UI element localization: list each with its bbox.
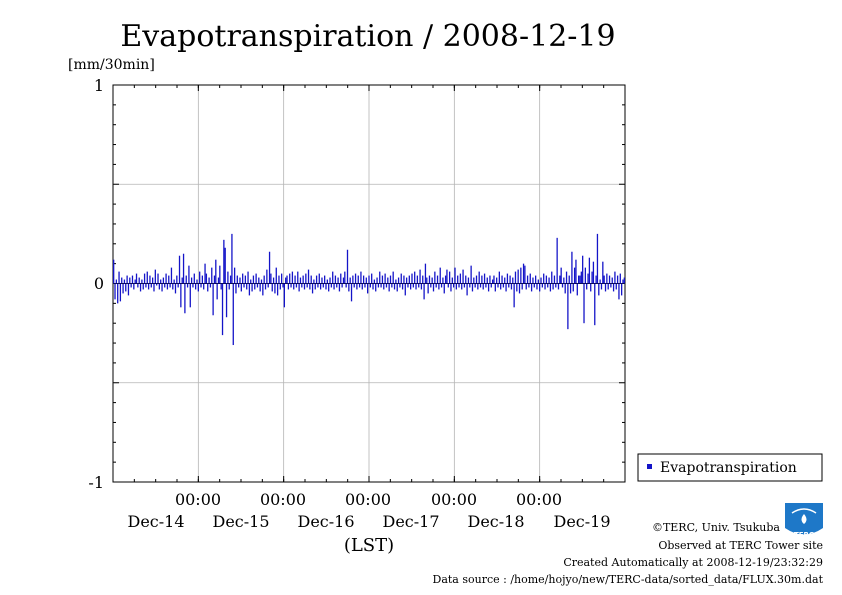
y-tick-label: 1 xyxy=(94,76,104,95)
logo-drop-icon xyxy=(801,514,807,524)
bar-series xyxy=(113,233,625,346)
chart-title: Evapotranspiration / 2008-12-19 xyxy=(120,19,615,54)
legend-swatch xyxy=(647,464,652,469)
x-date-label: Dec-16 xyxy=(297,512,354,531)
x-tick-time: 00:00 xyxy=(516,490,562,509)
y-tick-label: -1 xyxy=(88,473,104,492)
y-axis-unit: [mm/30min] xyxy=(68,57,155,73)
grid xyxy=(113,85,625,482)
credit-created: Created Automatically at 2008-12-19/23:3… xyxy=(563,556,823,569)
logo-wave-icon xyxy=(791,508,817,514)
legend-box xyxy=(637,453,823,482)
logo-text: TERC xyxy=(794,531,814,539)
credit-copyright: ©TERC, Univ. Tsukuba xyxy=(652,521,780,534)
x-date-label: Dec-17 xyxy=(382,512,439,531)
x-tick-time: 00:00 xyxy=(260,490,306,509)
terc-logo: TERC xyxy=(785,503,823,539)
x-date-label: Dec-15 xyxy=(212,512,269,531)
x-date-label: Dec-14 xyxy=(127,512,184,531)
x-tick-time: 00:00 xyxy=(345,490,391,509)
credit-source: Data source : /home/hojyo/new/TERC-data/… xyxy=(433,573,824,586)
x-date-label: Dec-18 xyxy=(467,512,524,531)
y-tick-label: 0 xyxy=(94,274,104,293)
x-tick-time: 00:00 xyxy=(431,490,477,509)
legend-entry: Evapotranspiration xyxy=(660,460,797,476)
credit-observed: Observed at TERC Tower site xyxy=(658,539,823,552)
x-axis-label: (LST) xyxy=(344,535,394,556)
x-date-label: Dec-19 xyxy=(553,512,610,531)
x-tick-time: 00:00 xyxy=(175,490,221,509)
